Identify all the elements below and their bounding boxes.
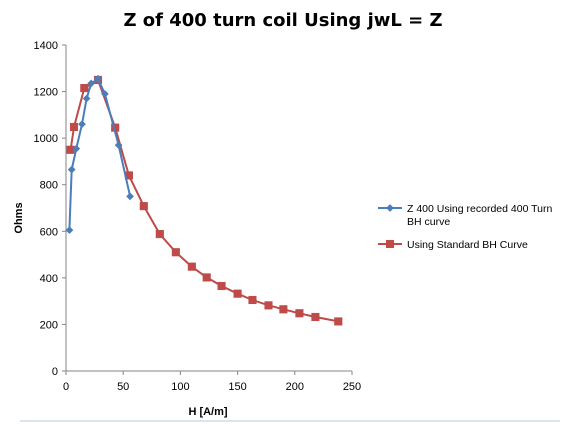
legend-swatch-marker <box>386 204 394 212</box>
series-recorded <box>65 74 135 235</box>
x-tick-label: 150 <box>228 381 246 393</box>
y-tick-label: 200 <box>40 319 58 331</box>
x-tick-label: 0 <box>63 381 69 393</box>
series-standard-point <box>187 262 196 271</box>
series-standard-point <box>248 295 257 305</box>
series-standard-point <box>334 317 343 326</box>
series-standard-point <box>69 122 79 132</box>
series-recorded-point <box>94 74 102 83</box>
x-axis-title: H [A/m] <box>188 406 227 418</box>
legend-label: Z 400 Using recorded 400 Turn <box>407 203 552 215</box>
series-standard <box>66 75 343 326</box>
y-tick-label: 800 <box>40 180 58 192</box>
series-standard-point <box>171 248 180 257</box>
y-tick-label: 600 <box>40 226 58 238</box>
x-tick-label: 200 <box>286 381 304 393</box>
x-tick-label: 50 <box>117 381 129 393</box>
series-recorded-point <box>87 79 96 88</box>
y-tick-label: 1000 <box>34 133 58 145</box>
series-recorded-line <box>68 77 132 231</box>
chart-title: Z of 400 turn coil Using jwL = Z <box>123 10 442 31</box>
legend-swatch-marker <box>385 239 395 249</box>
series-standard-point <box>264 301 273 310</box>
legend-label: Using Standard BH Curve <box>407 239 528 251</box>
y-tick-label: 1400 <box>34 40 58 52</box>
series-standard-point <box>66 145 75 154</box>
y-axis-title: Ohms <box>13 202 25 233</box>
series-standard-point <box>80 84 89 93</box>
series-recorded-point <box>100 89 109 98</box>
series-standard-point <box>139 202 148 211</box>
x-tick-label: 100 <box>171 381 189 393</box>
y-tick-label: 400 <box>40 273 58 285</box>
series-recorded-point <box>78 120 86 129</box>
series-standard-point <box>279 305 288 314</box>
legend-entry-standard: Using Standard BH Curve <box>378 239 528 251</box>
y-tick-label: 0 <box>52 366 58 378</box>
series-standard-point <box>202 273 211 282</box>
series-recorded-point <box>65 226 74 235</box>
series-recorded-point <box>126 192 135 201</box>
series-recorded-point <box>67 165 76 174</box>
x-tick-label: 250 <box>343 381 361 393</box>
series-standard-point <box>233 289 242 298</box>
series-standard-point <box>155 230 164 239</box>
plot-area: 0 200 400 600 800 1000 1200 1400 0 50 100 150 200 250 <box>34 40 362 393</box>
y-tick-label: 1200 <box>34 87 58 99</box>
legend-label: BH curve <box>407 216 450 228</box>
series-standard-point <box>295 309 304 318</box>
series-standard-point <box>311 312 320 322</box>
series-recorded-point <box>114 141 123 150</box>
series-recorded-point <box>72 144 81 153</box>
series-recorded-point <box>82 94 91 103</box>
series-standard-point <box>217 281 226 291</box>
